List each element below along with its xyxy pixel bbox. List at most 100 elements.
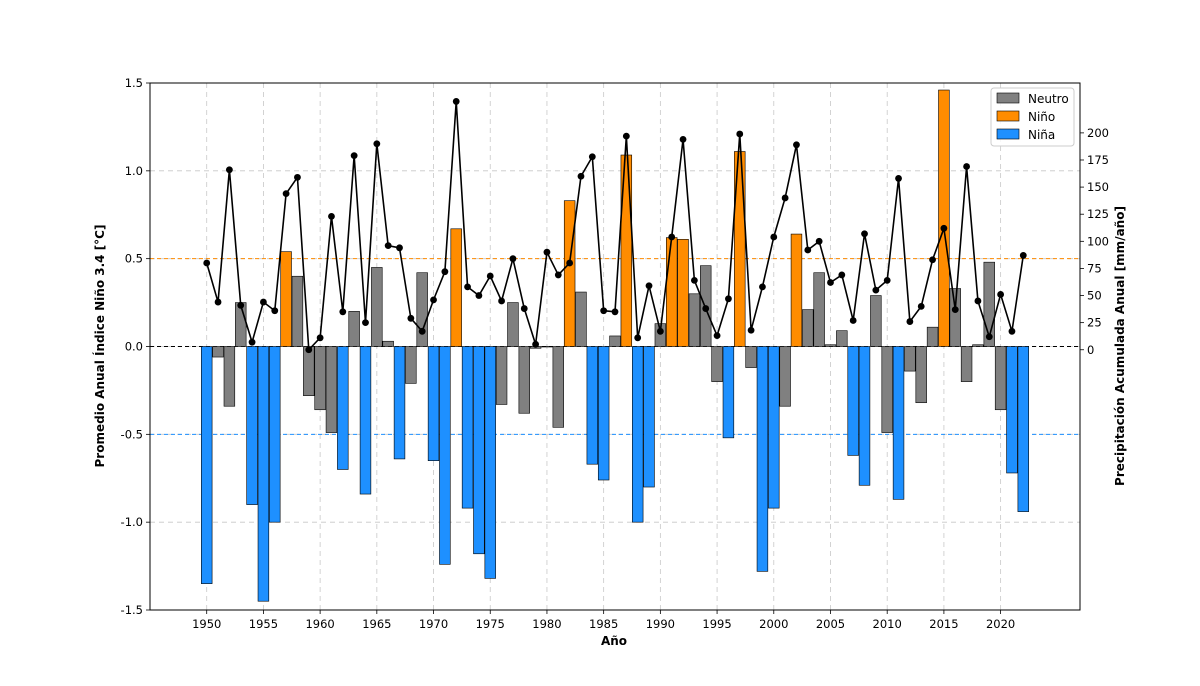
bar-2015 [938, 89, 950, 347]
bar-1989 [643, 346, 655, 488]
precip-point-2009 [872, 286, 880, 294]
bar-1961 [325, 346, 338, 433]
bar-1976 [495, 346, 508, 405]
y-right-tick-label: 175 [1087, 153, 1109, 167]
bar-1953 [235, 302, 247, 347]
precip-point-1967 [396, 244, 403, 252]
precip-point-1970 [430, 296, 437, 304]
precip-point-1984 [588, 153, 596, 161]
bar-1996 [722, 346, 735, 439]
y-left-tick-label: 1.5 [125, 76, 143, 90]
precip-point-1998 [747, 326, 755, 334]
bar-1995 [711, 346, 723, 382]
bar-2005 [824, 344, 837, 347]
x-tick-label: 1985 [589, 617, 618, 631]
precip-point-1969 [418, 327, 426, 335]
legend-label-nino: Niño [1028, 110, 1055, 124]
x-tick-label: 2000 [759, 617, 788, 631]
precip-point-1992 [679, 135, 687, 143]
bar-1970 [427, 346, 440, 461]
x-axis-ticks: 1950 1955 1960 1965 1970 1975 1980 1985 1990 1995… [192, 610, 1015, 631]
precip-point-1958 [294, 173, 301, 181]
precip-point-2014 [929, 256, 936, 264]
y-left-tick-label: 0.5 [125, 252, 143, 266]
bar-1952 [223, 346, 236, 407]
legend-label-nina: Niña [1028, 128, 1055, 142]
precip-point-2010 [883, 276, 891, 284]
precip-point-2003 [804, 246, 812, 254]
y-left-tick-label: -1.5 [121, 603, 143, 617]
x-tick-label: 1950 [192, 617, 221, 631]
bar-1950 [201, 346, 213, 584]
y-left-tick-label: 0.0 [125, 340, 143, 354]
bar-2011 [892, 346, 905, 500]
bar-1962 [337, 346, 349, 470]
precip-point-1976 [498, 297, 505, 305]
precip-point-1961 [328, 212, 335, 220]
precip-point-1987 [622, 132, 630, 140]
bar-1965 [371, 267, 383, 347]
y-right-axis-ticks: 0 25 50 75 100 125 150 175 200 [1080, 126, 1109, 357]
precip-point-1975 [486, 272, 494, 280]
precip-point-2015 [940, 224, 948, 232]
bar-1991 [666, 237, 678, 347]
bar-2003 [802, 309, 814, 347]
bar-2002 [790, 233, 803, 347]
legend-swatch-nino [996, 110, 1020, 122]
bar-1968 [405, 346, 417, 384]
bar-1992 [677, 239, 689, 347]
y-right-tick-label: 100 [1087, 234, 1109, 248]
precip-point-2011 [895, 175, 902, 182]
precip-point-2019 [985, 333, 993, 341]
precip-point-1971 [441, 268, 449, 276]
precip-point-1968 [407, 314, 415, 322]
precip-point-1988 [634, 334, 642, 342]
x-tick-label: 2020 [986, 617, 1015, 631]
bar-1997 [734, 151, 746, 347]
precip-point-1955 [260, 298, 267, 306]
precip-point-1950 [203, 259, 211, 267]
bar-1993 [688, 293, 701, 347]
enso-bars [201, 89, 1029, 602]
precip-point-2005 [827, 279, 834, 286]
precip-point-2018 [974, 297, 982, 305]
y-left-tick-label: -1.0 [121, 515, 143, 529]
precip-point-2007 [849, 317, 857, 324]
bar-1998 [745, 346, 757, 368]
precip-point-1986 [611, 308, 619, 316]
bar-2006 [836, 330, 848, 347]
bar-2008 [858, 346, 871, 486]
y-right-tick-label: 75 [1087, 261, 1102, 275]
bar-1964 [359, 346, 372, 495]
bar-1956 [269, 346, 281, 523]
precip-point-2001 [781, 194, 789, 202]
precip-point-1964 [362, 319, 369, 327]
precip-point-1963 [350, 152, 358, 160]
precip-point-1978 [520, 305, 528, 312]
bar-1982 [563, 200, 576, 347]
precip-point-1960 [316, 334, 324, 342]
bar-2013 [915, 346, 927, 404]
precip-point-2004 [815, 237, 823, 245]
precip-point-1995 [713, 332, 721, 340]
precip-point-2008 [861, 230, 868, 238]
bar-1984 [586, 346, 599, 465]
precip-point-2006 [838, 271, 846, 279]
bar-1973 [461, 346, 474, 509]
x-axis-title: Año [601, 634, 627, 648]
y-left-axis-title: Promedio Anual Índice Niño 3.4 [°C] [92, 225, 107, 468]
bar-1957 [280, 251, 292, 347]
bar-1985 [597, 346, 610, 481]
precip-point-1989 [645, 282, 653, 290]
bar-1980 [541, 346, 553, 348]
bar-1988 [631, 346, 644, 523]
bar-2000 [768, 346, 780, 509]
precip-point-2013 [917, 302, 925, 310]
precip-point-1983 [577, 172, 585, 180]
y-right-tick-label: 125 [1087, 207, 1109, 221]
y-right-tick-label: 150 [1087, 180, 1109, 194]
x-tick-label: 2005 [816, 617, 845, 631]
bar-2018 [972, 344, 984, 347]
precip-point-1972 [452, 98, 460, 105]
bar-2019 [983, 261, 995, 347]
